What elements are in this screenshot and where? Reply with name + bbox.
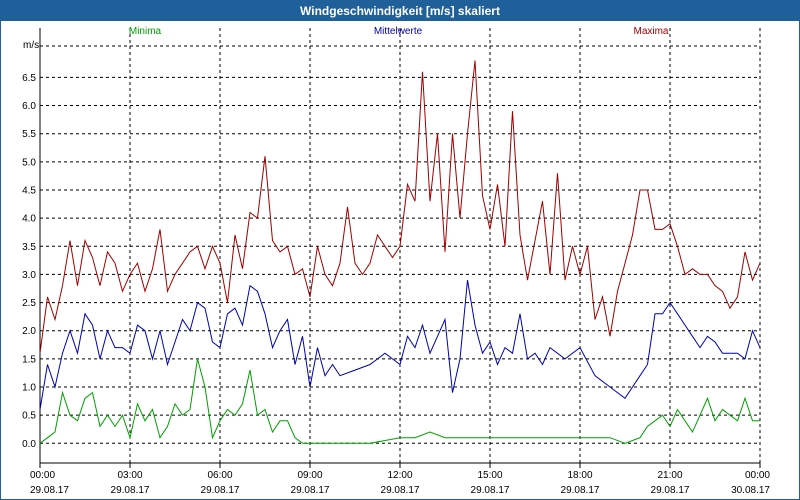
x-tick-time: 00:00 <box>30 470 55 481</box>
series-lines <box>39 60 761 444</box>
y-tick-label: 0.5 <box>22 411 36 422</box>
x-tick-time: 03:00 <box>117 470 142 481</box>
y-tick-label: 1.0 <box>22 383 36 394</box>
y-tick-label: 4.0 <box>22 214 36 225</box>
y-axis-label: m/s <box>23 40 39 51</box>
x-tick-time: 09:00 <box>297 470 322 481</box>
x-tick-date: 30.08.17 <box>731 485 770 496</box>
y-tick-label: 5.0 <box>22 157 36 168</box>
x-tick-time: 18:00 <box>567 470 592 481</box>
y-tick-label: 6.5 <box>22 73 36 84</box>
x-tick-date: 29.08.17 <box>30 485 69 496</box>
y-tick-label: 0.0 <box>22 439 36 450</box>
x-tick-time: 00:00 <box>745 470 770 481</box>
x-tick-date: 29.08.17 <box>561 485 600 496</box>
legend: Minima Mittelwerte Maxima <box>129 26 669 37</box>
x-tick-time: 15:00 <box>477 470 502 481</box>
y-tick-label: 6.0 <box>22 101 36 112</box>
x-tick-date: 29.08.17 <box>201 485 240 496</box>
legend-maxima: Maxima <box>633 26 668 37</box>
y-tick-label: 1.5 <box>22 354 36 365</box>
x-tick-date: 29.08.17 <box>381 485 420 496</box>
axes <box>39 28 761 468</box>
y-tick-label: 2.5 <box>22 298 36 309</box>
series-line-minima <box>39 358 760 444</box>
y-tick-label: 3.5 <box>22 242 36 253</box>
y-tick-label: 3.0 <box>22 270 36 281</box>
legend-minima: Minima <box>129 26 162 37</box>
x-tick-time: 06:00 <box>207 470 232 481</box>
x-tick-date: 29.08.17 <box>291 485 330 496</box>
y-tick-label: 2.0 <box>22 326 36 337</box>
series-line-maxima <box>39 60 761 354</box>
series-line-mittelwerte <box>39 280 761 410</box>
x-tick-date: 29.08.17 <box>651 485 690 496</box>
x-tick-date: 29.08.17 <box>471 485 510 496</box>
x-tick-time: 12:00 <box>387 470 412 481</box>
x-tick-time: 21:00 <box>657 470 682 481</box>
window-title: Windgeschwindigkeit [m/s] skaliert <box>1 1 799 21</box>
legend-mittelwerte: Mittelwerte <box>374 26 423 37</box>
y-tick-label: 5.5 <box>22 129 36 140</box>
tick-labels: 0.0 0.5 1.0 1.5 2.0 2.5 3.0 3.5 4.0 4.5 5.0 5.5 6.0 6… <box>22 73 770 496</box>
y-tick-label: 4.5 <box>22 185 36 196</box>
x-tick-date: 29.08.17 <box>111 485 150 496</box>
